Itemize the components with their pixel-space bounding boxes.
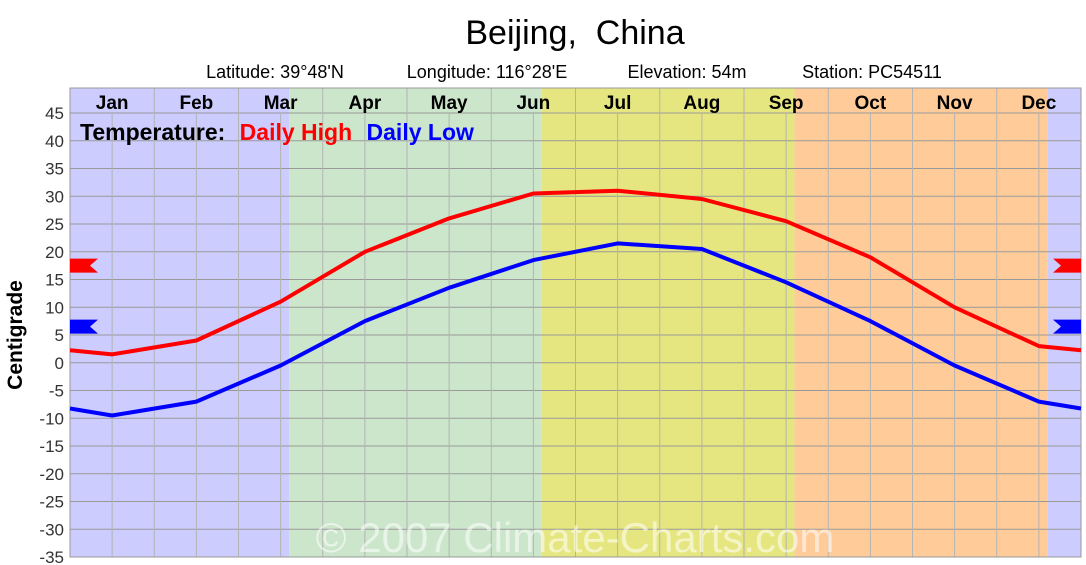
latitude-label: Latitude: 39°48'N xyxy=(206,62,344,82)
annual-mean-low-marker-right xyxy=(1053,319,1081,334)
y-tick-label: -35 xyxy=(39,548,64,565)
y-axis-label: Centigrade xyxy=(4,280,27,390)
y-tick-label: -10 xyxy=(39,409,64,428)
y-tick-label: -30 xyxy=(39,520,64,539)
y-tick-label: 30 xyxy=(45,187,64,206)
month-label: Aug xyxy=(683,93,720,114)
watermark: © 2007 Climate-Charts.com xyxy=(316,514,835,561)
month-label: Oct xyxy=(855,93,887,114)
month-label: Jun xyxy=(516,93,550,114)
annual-mean-high-marker-right xyxy=(1053,258,1081,273)
y-tick-label: -15 xyxy=(39,437,64,456)
y-tick-label: -5 xyxy=(49,382,64,401)
legend-low: Daily Low xyxy=(367,119,474,145)
season-band-summer xyxy=(541,88,795,557)
chart-subtitle: Latitude: 39°48'N Longitude: 116°28'E El… xyxy=(206,62,942,82)
month-label: Nov xyxy=(937,93,973,114)
elevation-label: Elevation: 54m xyxy=(627,62,746,82)
annual-mean-high-marker-left xyxy=(70,258,98,273)
season-band-spring xyxy=(289,88,542,557)
season-band-winter xyxy=(70,88,290,557)
season-band-autumn xyxy=(794,88,1048,557)
longitude-label: Longitude: 116°28'E xyxy=(407,62,567,82)
y-tick-label: -25 xyxy=(39,493,64,512)
legend-high: Daily High xyxy=(240,119,352,145)
month-label: May xyxy=(431,93,468,114)
y-tick-label: 10 xyxy=(45,298,64,317)
series-lines xyxy=(69,188,1082,418)
y-tick-label: 35 xyxy=(45,160,64,179)
month-label: Apr xyxy=(349,93,382,114)
y-tick-label: -20 xyxy=(39,465,64,484)
station-label: Station: PC54511 xyxy=(802,62,942,82)
annual-mean-markers xyxy=(70,258,1081,334)
y-tick-label: 45 xyxy=(45,104,64,123)
series-line-daily-low xyxy=(69,241,1082,418)
legend-prefix: Temperature: xyxy=(80,119,225,145)
y-tick-label: 20 xyxy=(45,243,64,262)
month-label: Feb xyxy=(179,93,213,114)
y-tick-labels: 45 40 35 30 25 20 15 10 5 0 -5 -10 -15 -20 -25 -30 -35 xyxy=(39,104,64,565)
month-label: Dec xyxy=(1021,93,1056,114)
y-tick-label: 5 xyxy=(55,326,64,345)
month-labels: Jan Feb Mar Apr May Jun Jul Aug Sep Oct Nov Dec xyxy=(96,93,1057,114)
month-label: Jul xyxy=(604,93,631,114)
grid-lines xyxy=(69,87,1082,558)
season-bands xyxy=(70,88,1081,557)
month-label: Sep xyxy=(769,93,804,114)
y-tick-label: 25 xyxy=(45,215,64,234)
y-tick-label: 15 xyxy=(45,271,64,290)
legend: Temperature: Daily High Daily Low xyxy=(80,119,474,145)
month-label: Mar xyxy=(264,93,298,114)
series-line-daily-high xyxy=(69,188,1082,357)
month-label: Jan xyxy=(96,93,129,114)
y-tick-label: 40 xyxy=(45,132,64,151)
annual-mean-low-marker-left xyxy=(70,319,98,334)
chart-title: Beijing, China xyxy=(465,14,684,52)
y-tick-label: 0 xyxy=(55,354,64,373)
